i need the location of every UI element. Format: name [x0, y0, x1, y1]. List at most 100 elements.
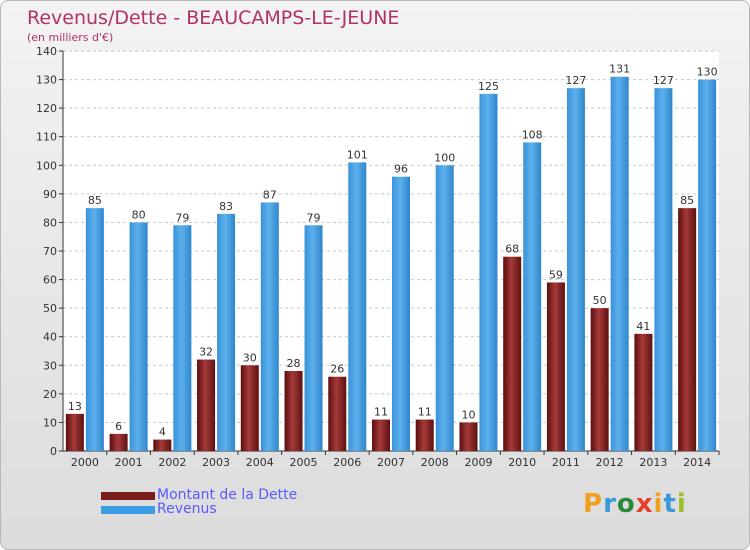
data-label-dette-2001: 6	[115, 420, 122, 433]
bar-revenus-2002	[173, 225, 192, 451]
data-label-dette-2012: 50	[593, 294, 607, 307]
bar-dette-2001	[109, 433, 128, 451]
x-tick-label: 2003	[202, 456, 230, 469]
data-label-revenus-2007: 96	[394, 163, 408, 176]
data-label-revenus-2002: 79	[175, 211, 189, 224]
y-tick-label: 130	[36, 74, 57, 87]
legend-swatch-dette	[101, 492, 155, 500]
bar-revenus-2010	[523, 142, 542, 451]
y-tick-label: 120	[36, 102, 57, 115]
legend-label-dette: Montant de la Dette	[157, 487, 298, 503]
data-label-revenus-2003: 83	[219, 200, 233, 213]
y-tick-label: 70	[43, 245, 57, 258]
data-label-revenus-2009: 125	[478, 80, 499, 93]
x-tick-label: 2000	[71, 456, 99, 469]
data-label-revenus-2008: 100	[434, 151, 455, 164]
logo-letter: r	[603, 489, 617, 519]
bar-revenus-2003	[217, 213, 236, 451]
data-label-dette-2004: 30	[243, 351, 257, 364]
data-label-revenus-2012: 131	[609, 63, 630, 76]
bar-revenus-2005	[304, 225, 323, 451]
logo-letter: i	[653, 489, 664, 519]
legend-label-revenus: Revenus	[157, 501, 217, 517]
bar-revenus-2014	[698, 79, 717, 452]
bar-revenus-2007	[392, 176, 410, 451]
bar-dette-2006	[328, 376, 347, 451]
bar-revenus-2004	[260, 202, 279, 451]
y-tick-label: 80	[43, 216, 57, 229]
x-tick-label: 2012	[596, 456, 624, 469]
data-label-dette-2007: 11	[374, 406, 388, 419]
data-label-revenus-2013: 127	[653, 74, 674, 87]
y-tick-label: 30	[43, 359, 57, 372]
data-label-revenus-2014: 130	[697, 66, 718, 79]
bar-revenus-2000	[85, 208, 104, 451]
data-label-dette-2000: 13	[68, 400, 82, 413]
bar-dette-2000	[65, 413, 84, 451]
labels-layer: 0 10 20 30 40 50 60 70 80 90 100 110 120 130 140 2000 13…	[36, 45, 718, 469]
data-label-revenus-2011: 127	[565, 74, 586, 87]
bar-revenus-2008	[435, 165, 454, 452]
y-tick-label: 20	[43, 388, 57, 401]
chart-subtitle: (en milliers d'€)	[27, 31, 114, 44]
data-label-dette-2010: 68	[505, 243, 519, 256]
bar-revenus-2006	[348, 162, 367, 451]
data-label-dette-2002: 4	[159, 426, 166, 439]
legend-swatch-revenus	[101, 506, 155, 514]
data-label-revenus-2005: 79	[307, 211, 321, 224]
data-label-revenus-2010: 108	[522, 128, 543, 141]
x-tick-label: 2004	[246, 456, 274, 469]
bar-dette-2007	[372, 419, 390, 451]
data-label-dette-2003: 32	[199, 346, 213, 359]
bar-dette-2008	[415, 419, 434, 451]
proxiti-logo: Proxiti	[583, 489, 687, 519]
logo-letter: o	[616, 489, 636, 519]
y-tick-label: 140	[36, 45, 57, 58]
x-tick-label: 2008	[421, 456, 449, 469]
bar-dette-2004	[240, 365, 259, 451]
x-tick-label: 2001	[115, 456, 143, 469]
y-tick-label: 90	[43, 188, 57, 201]
bar-dette-2013	[634, 333, 653, 451]
y-tick-label: 50	[43, 302, 57, 315]
bar-revenus-2013	[654, 88, 673, 452]
bar-revenus-2012	[610, 76, 629, 451]
bar-dette-2003	[197, 359, 216, 451]
x-tick-label: 2010	[508, 456, 536, 469]
y-tick-label: 10	[43, 416, 57, 429]
data-label-dette-2013: 41	[636, 320, 650, 333]
grid-layer	[59, 50, 720, 455]
bar-dette-2002	[153, 439, 172, 451]
bar-dette-2014	[678, 208, 697, 451]
bar-revenus-2011	[566, 88, 585, 452]
data-label-dette-2011: 59	[549, 268, 563, 281]
bar-dette-2011	[546, 282, 565, 451]
x-tick-label: 2007	[377, 456, 405, 469]
y-tick-label: 110	[36, 131, 57, 144]
data-label-dette-2008: 11	[418, 406, 432, 419]
data-label-revenus-2006: 101	[347, 148, 368, 161]
data-label-dette-2006: 26	[330, 363, 344, 376]
bars-layer	[65, 76, 717, 452]
x-tick-label: 2006	[333, 456, 361, 469]
data-label-revenus-2000: 85	[88, 194, 102, 207]
logo-letter: x	[635, 489, 654, 519]
bar-revenus-2001	[129, 222, 148, 451]
y-tick-label: 100	[36, 159, 57, 172]
y-tick-label: 40	[43, 331, 57, 344]
y-tick-label: 0	[50, 445, 57, 458]
x-tick-label: 2014	[683, 456, 711, 469]
x-tick-label: 2013	[639, 456, 667, 469]
logo-letter: t	[663, 489, 677, 519]
x-tick-label: 2009	[464, 456, 492, 469]
data-label-revenus-2004: 87	[263, 188, 277, 201]
bar-dette-2005	[284, 371, 303, 451]
logo-letter: P	[583, 489, 604, 519]
x-tick-label: 2011	[552, 456, 580, 469]
data-label-dette-2005: 28	[287, 357, 301, 370]
y-tick-label: 60	[43, 274, 57, 287]
x-tick-label: 2002	[158, 456, 186, 469]
chart-title: Revenus/Dette - BEAUCAMPS-LE-JEUNE	[27, 7, 400, 29]
